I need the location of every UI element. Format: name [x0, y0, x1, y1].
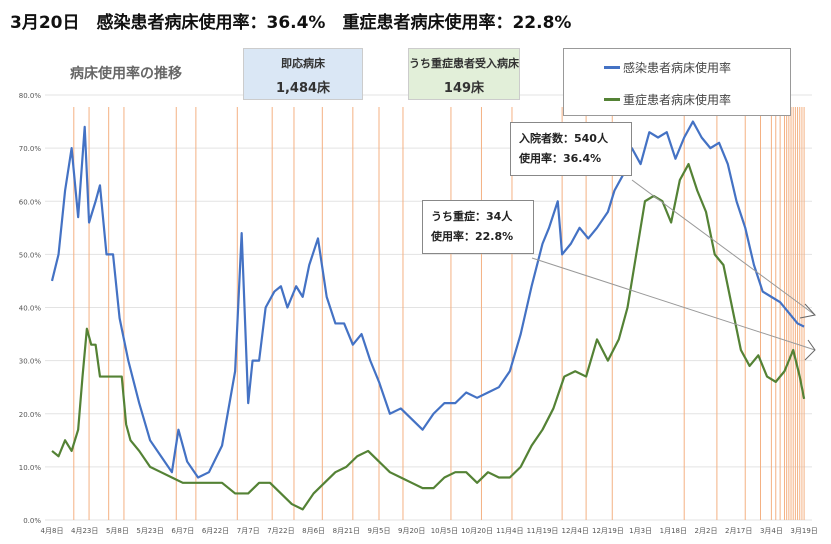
legend-item: 感染患者病床使用率: [604, 59, 731, 76]
annotation-severe: うち重症：34人 使用率：22.8%: [422, 200, 534, 254]
chart-title: 病床使用率の推移: [70, 65, 182, 82]
x-tick-label: 12月4日: [562, 527, 589, 535]
x-tick-label: 7月7日: [237, 527, 260, 535]
annotation-total: 入院者数：540人 使用率：36.4%: [510, 122, 632, 176]
x-tick-label: 8月21日: [333, 527, 360, 535]
x-tick-label: 8月6日: [302, 527, 325, 535]
legend-label: 重症患者病床使用率: [623, 93, 732, 107]
arrow-head-icon: [799, 303, 816, 319]
page-title: 3月20日 感染患者病床使用率：36.4% 重症患者病床使用率：22.8%: [10, 13, 572, 33]
x-tick-label: 4月23日: [71, 527, 98, 535]
x-tick-label: 6月7日: [171, 527, 194, 535]
x-tick-label: 2月2日: [695, 527, 718, 535]
x-tick-label: 5月23日: [136, 527, 163, 535]
annotation-arrow: [531, 257, 816, 351]
info-label: うち重症患者受入病床: [409, 57, 519, 70]
x-tick-label: 4月8日: [41, 527, 64, 535]
x-tick-label: 10月20日: [461, 527, 493, 535]
legend-item: 重症患者病床使用率: [604, 91, 731, 108]
info-value: 149床: [443, 81, 485, 96]
annotation-arrow: [631, 179, 816, 316]
series-line-0: [50, 120, 805, 479]
x-tick-label: 7月22日: [267, 527, 294, 535]
y-tick-label: 10.0%: [19, 464, 42, 472]
x-tick-label: 3月19日: [790, 527, 817, 535]
annotation-line: うち重症：34人: [431, 210, 513, 223]
legend-swatch: [604, 98, 620, 101]
y-tick-label: 60.0%: [19, 198, 42, 206]
y-tick-label: 50.0%: [19, 251, 42, 259]
y-tick-label: 20.0%: [19, 411, 42, 419]
y-tick-label: 40.0%: [19, 305, 42, 313]
y-tick-label: 70.0%: [19, 145, 42, 153]
annotation-line: 使用率：36.4%: [519, 152, 602, 165]
x-tick-label: 9月20日: [398, 527, 425, 535]
info-value: 1,484床: [275, 81, 331, 96]
y-tick-label: 0.0%: [23, 517, 41, 525]
series-line-1: [51, 162, 806, 511]
x-tick-label: 9月5日: [368, 527, 391, 535]
annotation-line: 入院者数：540人: [519, 132, 608, 145]
info-label: 即応病床: [281, 57, 325, 70]
x-tick-label: 12月19日: [592, 527, 624, 535]
x-tick-label: 10月5日: [431, 527, 458, 535]
x-tick-label: 6月22日: [202, 527, 229, 535]
x-tick-label: 1月3日: [629, 527, 652, 535]
y-tick-label: 80.0%: [19, 92, 42, 100]
info-box-severe-beds: うち重症患者受入病床 149床: [408, 48, 520, 100]
x-tick-label: 11月19日: [527, 527, 559, 535]
legend-swatch: [604, 66, 620, 69]
x-tick-label: 5月8日: [106, 527, 129, 535]
x-tick-label: 3月4日: [760, 527, 783, 535]
legend-label: 感染患者病床使用率: [623, 61, 732, 75]
annotation-line: 使用率：22.8%: [431, 230, 514, 243]
x-tick-label: 11月4日: [496, 527, 523, 535]
legend: 感染患者病床使用率 重症患者病床使用率: [563, 48, 791, 116]
x-tick-label: 2月17日: [725, 527, 752, 535]
y-tick-label: 30.0%: [19, 358, 42, 366]
arrow-head-icon: [804, 339, 816, 361]
info-box-beds: 即応病床 1,484床: [243, 48, 363, 100]
x-tick-label: 1月18日: [660, 527, 687, 535]
